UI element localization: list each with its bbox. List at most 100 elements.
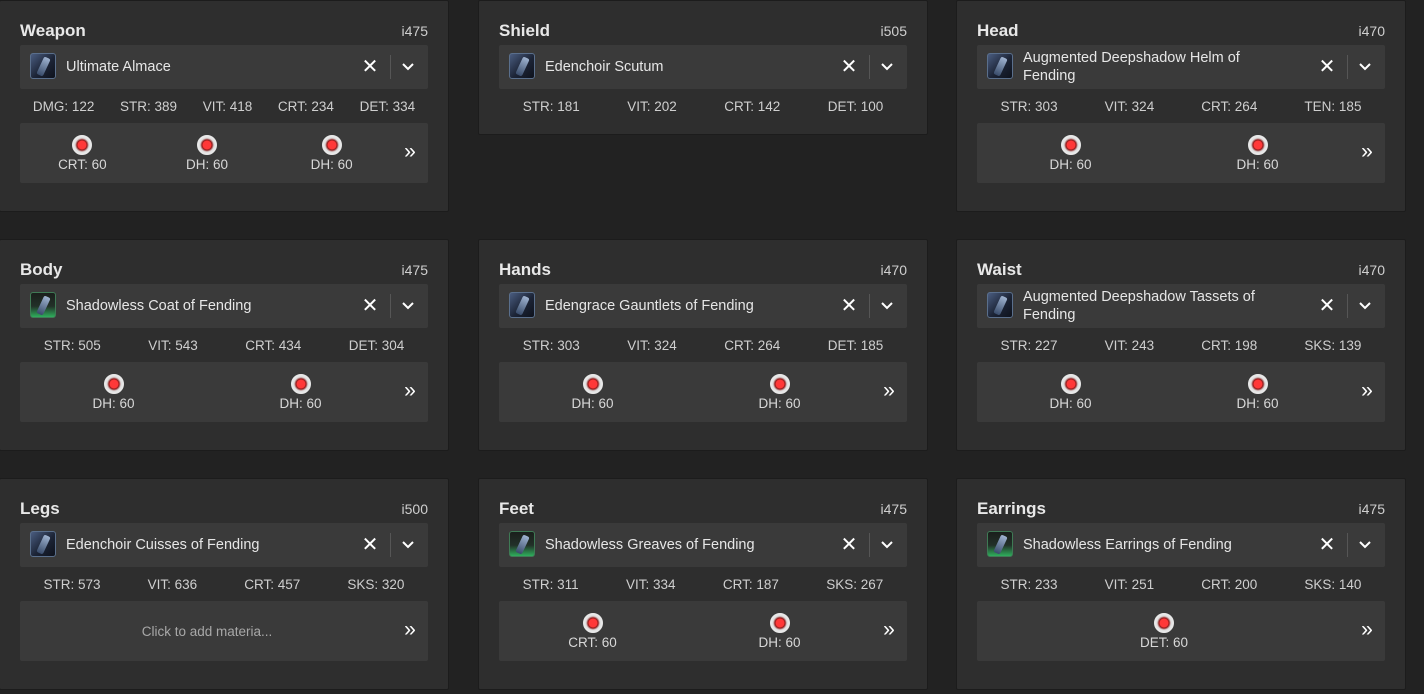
item-icon <box>509 53 535 79</box>
materia-slot[interactable]: DH: 60 <box>1164 362 1351 422</box>
clear-icon[interactable]: ✕ <box>840 56 858 78</box>
materia-gem-icon <box>1060 135 1081 155</box>
clear-icon[interactable]: ✕ <box>1318 295 1336 317</box>
chevron-down-icon[interactable] <box>875 533 899 557</box>
stat: VIT: 243 <box>1104 338 1155 353</box>
chevron-down-icon[interactable] <box>1353 533 1377 557</box>
stat: DET: 304 <box>348 338 405 353</box>
item-name: Edengrace Gauntlets of Fending <box>545 298 754 314</box>
item-stats: STR: 505 VIT: 543 CRT: 434 DET: 304 <box>20 338 428 356</box>
clear-icon[interactable]: ✕ <box>361 534 379 556</box>
item-select[interactable]: Ultimate Almace ✕ <box>20 45 428 89</box>
divider <box>390 55 391 79</box>
materia-label: DET: 60 <box>1139 635 1189 650</box>
divider <box>1347 55 1348 79</box>
materia-slot[interactable]: DH: 60 <box>977 362 1164 422</box>
chevron-down-icon[interactable] <box>1353 294 1377 318</box>
stat: DET: 100 <box>827 99 884 114</box>
materia-bar[interactable]: DH: 60 DH: 60 » <box>977 123 1385 183</box>
clear-icon[interactable]: ✕ <box>361 295 379 317</box>
item-select[interactable]: Shadowless Coat of Fending ✕ <box>20 284 428 328</box>
stat: SKS: 320 <box>347 577 405 592</box>
clear-icon[interactable]: ✕ <box>1318 534 1336 556</box>
materia-bar[interactable]: Click to add materia... » <box>20 601 428 661</box>
materia-bar[interactable]: DH: 60 DH: 60 » <box>20 362 428 422</box>
chevron-down-icon[interactable] <box>875 294 899 318</box>
item-level: i475 <box>401 262 428 278</box>
materia-bar[interactable]: DET: 60 » <box>977 601 1385 661</box>
materia-bar[interactable]: CRT: 60 DH: 60 DH: 60 » <box>20 123 428 183</box>
item-select[interactable]: Edengrace Gauntlets of Fending ✕ <box>499 284 907 328</box>
item-level: i470 <box>1358 262 1385 278</box>
stat: CRT: 264 <box>724 338 781 353</box>
item-select[interactable]: Edenchoir Scutum ✕ <box>499 45 907 89</box>
stat: DET: 185 <box>827 338 884 353</box>
chevron-down-icon[interactable] <box>396 294 420 318</box>
double-chevron-right-icon[interactable]: » <box>883 379 895 402</box>
materia-slot[interactable]: DH: 60 <box>686 601 873 661</box>
item-level: i470 <box>1358 23 1385 39</box>
item-stats: STR: 181 VIT: 202 CRT: 142 DET: 100 <box>499 99 907 117</box>
clear-icon[interactable]: ✕ <box>361 56 379 78</box>
chevron-down-icon[interactable] <box>875 55 899 79</box>
item-name: Shadowless Earrings of Fending <box>1023 537 1232 553</box>
item-select[interactable]: Augmented Deepshadow Tassets of Fending … <box>977 284 1385 328</box>
gear-slot-card-hands: Hands i470 Edengrace Gauntlets of Fendin… <box>478 239 928 451</box>
chevron-down-icon[interactable] <box>1353 55 1377 79</box>
item-select[interactable]: Shadowless Earrings of Fending ✕ <box>977 523 1385 567</box>
materia-gem-icon <box>1060 374 1081 394</box>
materia-bar[interactable]: DH: 60 DH: 60 » <box>977 362 1385 422</box>
materia-slot[interactable]: CRT: 60 <box>499 601 686 661</box>
stat: STR: 389 <box>120 99 178 114</box>
item-icon <box>30 53 56 79</box>
item-name: Edenchoir Cuisses of Fending <box>66 537 260 553</box>
materia-bar[interactable]: CRT: 60 DH: 60 » <box>499 601 907 661</box>
materia-slot[interactable]: DH: 60 <box>499 362 686 422</box>
clear-icon[interactable]: ✕ <box>840 295 858 317</box>
item-select[interactable]: Shadowless Greaves of Fending ✕ <box>499 523 907 567</box>
double-chevron-right-icon[interactable]: » <box>404 140 416 163</box>
chevron-down-icon[interactable] <box>396 533 420 557</box>
materia-bar[interactable]: DH: 60 DH: 60 » <box>499 362 907 422</box>
stat: SKS: 139 <box>1304 338 1362 353</box>
item-select[interactable]: Edenchoir Cuisses of Fending ✕ <box>20 523 428 567</box>
materia-slot[interactable]: DH: 60 <box>207 362 394 422</box>
add-materia-placeholder[interactable]: Click to add materia... <box>141 623 273 639</box>
stat: STR: 303 <box>1000 99 1058 114</box>
double-chevron-right-icon[interactable]: » <box>404 618 416 641</box>
materia-slot[interactable]: CRT: 60 <box>20 123 145 183</box>
materia-slot[interactable]: DH: 60 <box>686 362 873 422</box>
double-chevron-right-icon[interactable]: » <box>1361 140 1373 163</box>
clear-icon[interactable]: ✕ <box>840 534 858 556</box>
clear-icon[interactable]: ✕ <box>1318 56 1336 78</box>
stat: VIT: 636 <box>147 577 198 592</box>
materia-slot[interactable]: DH: 60 <box>145 123 270 183</box>
item-select[interactable]: Augmented Deepshadow Helm of Fending ✕ <box>977 45 1385 89</box>
double-chevron-right-icon[interactable]: » <box>1361 618 1373 641</box>
materia-slot[interactable]: DH: 60 <box>20 362 207 422</box>
slot-title: Hands <box>499 260 551 279</box>
stat: VIT: 418 <box>202 99 253 114</box>
slot-title: Head <box>977 21 1019 40</box>
item-name: Shadowless Coat of Fending <box>66 298 252 314</box>
item-icon <box>30 292 56 318</box>
materia-slot[interactable]: DET: 60 <box>977 601 1351 661</box>
stat: VIT: 251 <box>1104 577 1155 592</box>
chevron-down-icon[interactable] <box>396 55 420 79</box>
slot-title: Waist <box>977 260 1022 279</box>
gear-slot-card-body: Body i475 Shadowless Coat of Fending ✕ S… <box>0 239 449 451</box>
materia-label: DH: 60 <box>1049 396 1092 411</box>
double-chevron-right-icon[interactable]: » <box>883 618 895 641</box>
materia-slot[interactable]: DH: 60 <box>1164 123 1351 183</box>
materia-slot[interactable]: DH: 60 <box>269 123 394 183</box>
double-chevron-right-icon[interactable]: » <box>1361 379 1373 402</box>
double-chevron-right-icon[interactable]: » <box>404 379 416 402</box>
materia-gem-icon <box>290 374 311 394</box>
item-stats: STR: 303 VIT: 324 CRT: 264 DET: 185 <box>499 338 907 356</box>
materia-gem-icon <box>72 135 93 155</box>
stat: VIT: 324 <box>627 338 677 353</box>
stat: STR: 233 <box>1000 577 1058 592</box>
materia-slot[interactable]: DH: 60 <box>977 123 1164 183</box>
materia-gem-icon <box>769 374 790 394</box>
stat: STR: 573 <box>43 577 101 592</box>
